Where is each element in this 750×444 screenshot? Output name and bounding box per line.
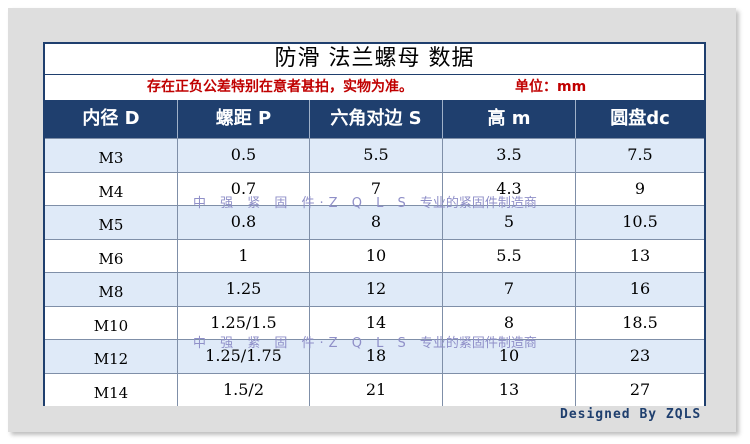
cell-hex-width: 7 xyxy=(310,172,443,205)
cell-height: 4.3 xyxy=(443,172,576,205)
cell-flange-diameter: 18.5 xyxy=(622,312,658,332)
cell-hex-width: 21 xyxy=(310,373,443,406)
cell-pitch: 0.7 xyxy=(178,172,310,205)
cell-height: 7 xyxy=(443,273,576,306)
cell-pitch: 1.5/2 xyxy=(178,373,310,406)
cell-pitch: 0.8 xyxy=(178,206,310,239)
header-flange-diameter: 圆盘dc xyxy=(610,108,670,129)
cell-height: 10 xyxy=(443,340,576,373)
cell-flange-diameter: 9 xyxy=(634,178,646,198)
tolerance-note: 存在正负公差特别在意者甚拍，实物为准。 xyxy=(147,79,413,95)
cell-size: M3 xyxy=(45,139,178,172)
unit-label: 单位：mm xyxy=(515,79,587,95)
cell-pitch: 1.25/1.75 xyxy=(178,340,310,373)
table-row: M10 1.25/1.5 14 8 18.5 xyxy=(45,305,704,339)
cell-size: M6 xyxy=(45,239,178,272)
cell-height: 5.5 xyxy=(443,239,576,272)
table-row: M5 0.8 8 5 10.5 xyxy=(45,205,704,239)
cell-pitch: 1.25 xyxy=(178,273,310,306)
cell-size: M14 xyxy=(45,373,178,406)
watermark-lead: 中 强 紧 固 件·Z Q L S xyxy=(193,336,411,351)
table-row: M14 1.5/2 21 13 27 xyxy=(45,372,704,406)
cell-flange-diameter: 23 xyxy=(629,346,651,365)
cell-flange-diameter: 7.5 xyxy=(627,145,653,164)
header-inner-diameter: 内径 D xyxy=(45,100,178,138)
spec-card: 防滑 法兰螺母 数据 存在正负公差特别在意者甚拍，实物为准。 单位：mm 内径 … xyxy=(43,42,706,406)
cell-hex-width: 14 xyxy=(310,306,443,339)
cell-hex-width: 12 xyxy=(310,273,443,306)
cell-pitch: 1 xyxy=(178,239,310,272)
table-row: M12 1.25/1.75 18 10 23 xyxy=(45,339,704,373)
cell-pitch: 0.5 xyxy=(178,139,310,172)
page-title: 防滑 法兰螺母 数据 xyxy=(45,44,704,75)
cell-size: M4 xyxy=(45,172,178,205)
designer-signature: Designed By ZQLS xyxy=(560,407,702,422)
table-row: M6 1 10 5.5 13 xyxy=(45,238,704,272)
cell-size: M5 xyxy=(45,206,178,239)
header-height: 高 m xyxy=(443,100,576,138)
watermark-lower: 中 强 紧 固 件·Z Q L S 专业的紧固件制造商 xyxy=(193,332,537,351)
cell-hex-width: 18 xyxy=(310,340,443,373)
watermark-upper: 中 强 紧 固 件·Z Q L S 专业的紧固件制造商 xyxy=(193,192,537,211)
cell-size: M8 xyxy=(45,273,178,306)
cell-size: M10 xyxy=(45,306,178,339)
cell-flange-diameter: 16 xyxy=(629,279,651,298)
cell-hex-width: 10 xyxy=(310,239,443,272)
cell-pitch: 1.25/1.5 xyxy=(178,306,310,339)
table-header: 内径 D 螺距 P 六角对边 S 高 m 圆盘dc xyxy=(45,100,704,138)
header-hex-width: 六角对边 S xyxy=(310,100,443,138)
table-body: M3 0.5 5.5 3.5 7.5 M4 0.7 7 4.3 9 M5 0.8… xyxy=(45,138,704,406)
table-row: M4 0.7 7 4.3 9 xyxy=(45,171,704,205)
cell-flange-diameter: 10.5 xyxy=(622,212,658,231)
cell-height: 5 xyxy=(443,206,576,239)
header-pitch: 螺距 P xyxy=(178,100,310,138)
tolerance-note-bar: 存在正负公差特别在意者甚拍，实物为准。 单位：mm xyxy=(45,74,704,100)
cell-size: M12 xyxy=(45,340,178,373)
cell-height: 13 xyxy=(443,373,576,406)
cell-flange-diameter: 13 xyxy=(629,245,651,265)
table-row: M3 0.5 5.5 3.5 7.5 xyxy=(45,138,704,172)
cell-hex-width: 8 xyxy=(310,206,443,239)
watermark-lead: 中 强 紧 固 件·Z Q L S xyxy=(193,196,411,211)
watermark-tail: 专业的紧固件制造商 xyxy=(419,336,537,351)
cell-height: 3.5 xyxy=(443,139,576,172)
cell-hex-width: 5.5 xyxy=(310,139,443,172)
cell-height: 8 xyxy=(443,306,576,339)
cell-flange-diameter: 27 xyxy=(629,379,651,399)
watermark-tail: 专业的紧固件制造商 xyxy=(419,196,537,211)
table-row: M8 1.25 12 7 16 xyxy=(45,272,704,306)
